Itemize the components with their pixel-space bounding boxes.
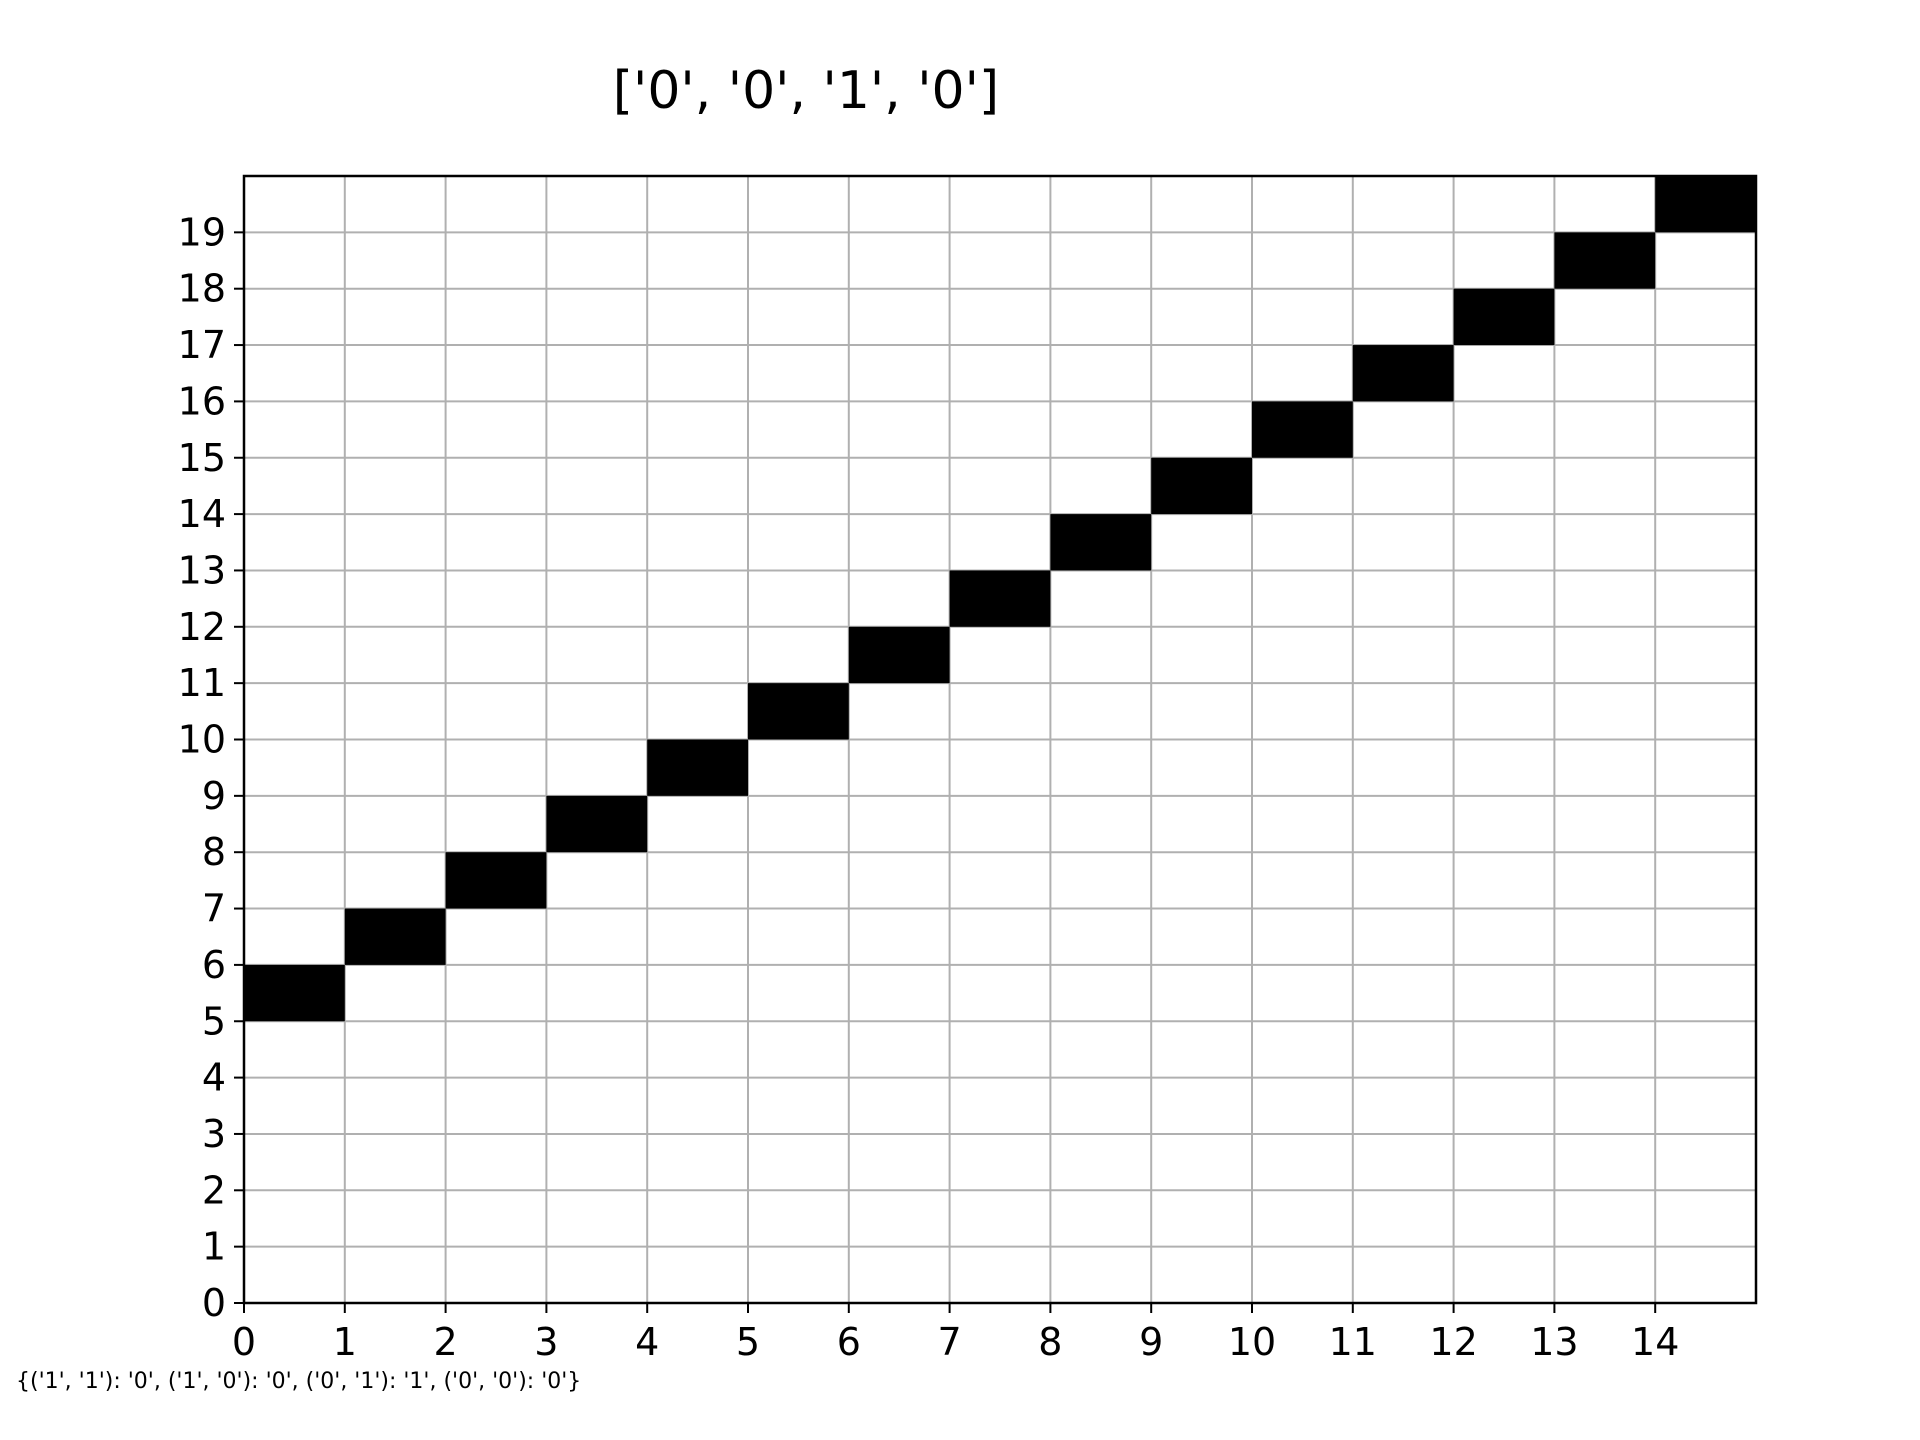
y-tick-label-14: 14 [178, 492, 226, 536]
cell-14 [1655, 176, 1756, 233]
cell-1 [344, 908, 446, 965]
y-tick-label-3: 3 [202, 1112, 226, 1156]
y-tick-label-8: 8 [202, 830, 226, 874]
y-tick-label-11: 11 [178, 661, 226, 705]
x-tick-label-5: 5 [736, 1320, 760, 1364]
cell-9 [1151, 457, 1252, 515]
cell-6 [848, 626, 950, 684]
y-tick-label-16: 16 [178, 379, 226, 423]
x-tick-label-8: 8 [1038, 1320, 1062, 1364]
x-tick-label-6: 6 [837, 1320, 861, 1364]
cell-5 [748, 683, 849, 740]
cell-4 [647, 739, 748, 796]
cell-2 [445, 852, 547, 909]
y-tick-label-7: 7 [202, 887, 226, 931]
x-tick-label-12: 12 [1429, 1320, 1477, 1364]
cell-12 [1453, 288, 1555, 346]
filled-cells [244, 176, 1756, 1022]
x-axis-ticks: 0 1 2 3 4 5 6 7 8 9 10 11 12 13 14 [232, 1303, 1679, 1364]
y-tick-label-18: 18 [178, 267, 226, 311]
chart-title: ['0', '0', '1', '0'] [613, 61, 999, 121]
x-tick-label-0: 0 [232, 1320, 256, 1364]
y-tick-label-5: 5 [202, 999, 226, 1043]
y-tick-label-13: 13 [178, 548, 226, 592]
x-tick-label-1: 1 [333, 1320, 357, 1364]
y-tick-label-0: 0 [202, 1281, 226, 1325]
x-tick-label-11: 11 [1329, 1320, 1377, 1364]
cell-11 [1352, 345, 1454, 402]
x-tick-label-2: 2 [434, 1320, 458, 1364]
cell-13 [1554, 232, 1656, 289]
x-tick-label-13: 13 [1530, 1320, 1578, 1364]
y-tick-label-17: 17 [178, 323, 226, 367]
cell-3 [546, 795, 648, 853]
x-tick-label-3: 3 [534, 1320, 558, 1364]
y-tick-label-1: 1 [202, 1225, 226, 1269]
cell-10 [1252, 401, 1353, 458]
y-tick-label-10: 10 [178, 718, 226, 762]
y-tick-label-9: 9 [202, 774, 226, 818]
x-tick-label-7: 7 [938, 1320, 962, 1364]
cell-7 [949, 570, 1051, 627]
y-tick-label-15: 15 [178, 436, 226, 480]
x-tick-label-14: 14 [1631, 1320, 1679, 1364]
y-tick-label-4: 4 [202, 1056, 226, 1100]
y-tick-label-19: 19 [178, 210, 226, 254]
cell-8 [1050, 514, 1152, 571]
y-tick-label-12: 12 [178, 605, 226, 649]
footnote-mapping: {('1', '1'): '0', ('1', '0'): '0', ('0',… [16, 1369, 581, 1394]
x-tick-label-4: 4 [635, 1320, 659, 1364]
x-tick-label-10: 10 [1228, 1320, 1276, 1364]
cell-0 [244, 964, 345, 1022]
y-tick-label-2: 2 [202, 1168, 226, 1212]
y-tick-label-6: 6 [202, 943, 226, 987]
x-tick-label-9: 9 [1139, 1320, 1163, 1364]
